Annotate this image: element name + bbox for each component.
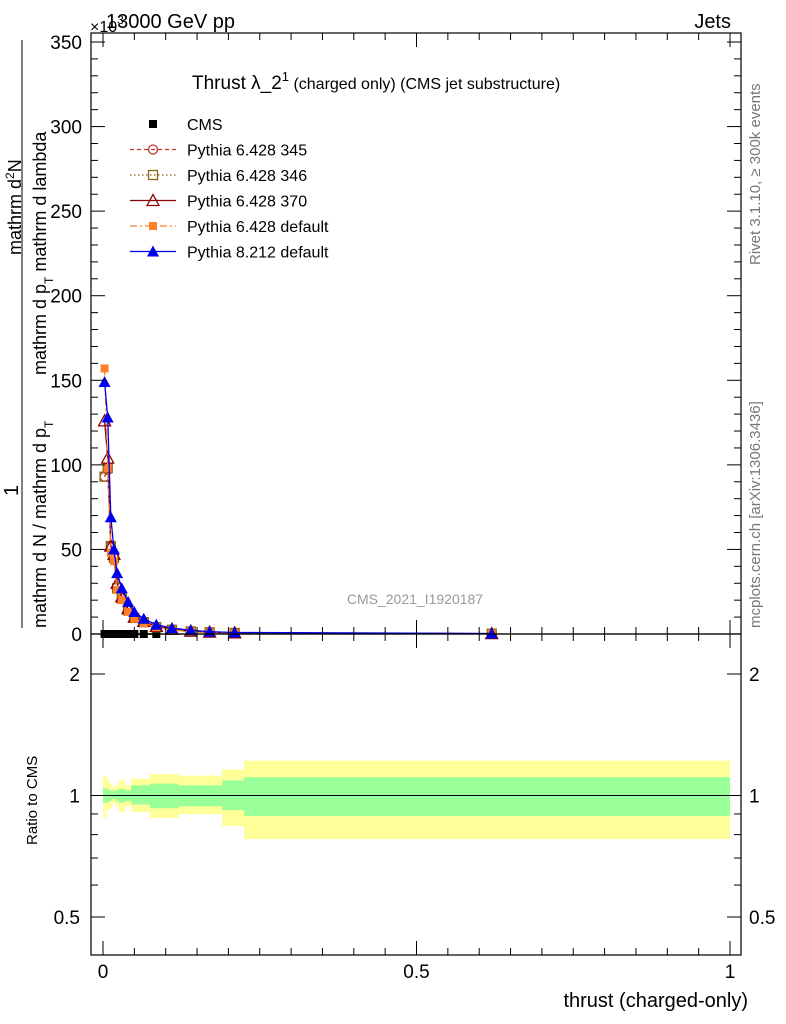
ratio-band-inner-3: [112, 790, 116, 800]
mcplots-label: mcplots.cern.ch [arXiv:1306.3436]: [747, 401, 764, 628]
ylabel-num2-b: mathrm d lambda: [30, 131, 50, 277]
legend-label-p8: Pythia 8.212 default: [187, 245, 329, 262]
main-ytick-label: 350: [50, 33, 82, 54]
main-ytick-label: 250: [50, 202, 82, 223]
ylabel-numerator: mathrm d2N: [3, 159, 25, 255]
plot-title-rest: (charged only) (CMS jet substructure): [289, 76, 560, 93]
energy-label: 13000 GeV pp: [106, 11, 235, 33]
point-pdef-0: [100, 364, 109, 373]
exponent-label: ×103: [90, 13, 124, 36]
main-ytick-label: 100: [50, 456, 82, 477]
main-ytick-label: 150: [50, 371, 82, 392]
ylabel-den-a: mathrm d N / mathrm d p: [30, 428, 50, 628]
process-label: Jets: [694, 11, 731, 33]
ratio-band-inner-8: [140, 785, 151, 805]
main-ytick-label: 200: [50, 287, 82, 308]
analysis-watermark: CMS_2021_I1920187: [347, 591, 483, 607]
ratio-ytick-label-right: 0.5: [749, 908, 775, 929]
ylabel-numerator-2: mathrm d pT mathrm d lambda: [30, 131, 56, 375]
ylabel-num2-sub: T: [42, 276, 56, 284]
point-p8-11: [184, 624, 197, 636]
ylabel-one: 1: [1, 485, 23, 496]
ratio-ytick-label-left: 2: [69, 665, 80, 686]
point-p8-7: [128, 606, 141, 618]
point-p8-14: [485, 627, 498, 639]
x-axis-label: thrust (charged-only): [563, 990, 748, 1012]
legend-marker-p345: [147, 144, 159, 155]
series-p346: [99, 463, 497, 639]
plot-title-main: Thrust λ_2: [192, 73, 282, 94]
point-p8-6: [122, 595, 135, 607]
ratio-ytick-label-right: 2: [749, 665, 760, 686]
series-p345: [99, 464, 497, 639]
legend-marker-p8: [147, 245, 159, 257]
ylabel-denominator: mathrm d N / mathrm d pT: [30, 420, 56, 628]
legend-label-p346: Pythia 6.428 346: [187, 168, 307, 185]
point-p8-10: [165, 622, 178, 634]
ratio-plot-frame: [90, 633, 742, 956]
point-p8-5: [115, 582, 128, 594]
ratio-ytick-label-right: 1: [749, 787, 760, 808]
main-y-axis-label: mathrm d2N mathrm d pT mathrm d lambda 1…: [1, 40, 56, 628]
exponent-base: ×10: [90, 19, 117, 36]
series-p8: [98, 375, 498, 639]
exponent-sup: 3: [117, 13, 124, 27]
legend-marker-p370: [145, 193, 161, 207]
point-pdef-7: [130, 614, 139, 623]
main-ytick-label: 0: [71, 625, 82, 646]
ratio-xtick-label: 0.5: [403, 962, 429, 983]
ratio-band-inner-7: [131, 785, 141, 805]
point-p8-1: [101, 411, 114, 423]
ylabel-num-sup: 2: [3, 172, 17, 179]
plot-title-sup: 1: [282, 69, 289, 84]
ratio-xtick-label: 1: [725, 962, 736, 983]
point-p8-0: [98, 375, 111, 387]
point-pdef-4: [113, 586, 122, 595]
ratio-ytick-label-left: 0.5: [54, 908, 80, 929]
point-p8-13: [228, 626, 241, 638]
plot-title: Thrust λ_21 (charged only) (CMS jet subs…: [192, 69, 560, 94]
series-line-p346: [103, 468, 492, 635]
point-pdef-3: [109, 557, 118, 566]
ratio-ylabel: Ratio to CMS: [24, 756, 41, 845]
ratio-ytick-label-left: 1: [69, 787, 80, 808]
legend-marker-p346: [147, 169, 159, 181]
point-pdef-6: [124, 608, 133, 617]
ylabel-num-a: mathrm d: [5, 179, 25, 255]
point-p8-9: [150, 618, 163, 630]
ratio-band-inner-12: [244, 777, 730, 816]
legend-label-cms: CMS: [187, 117, 223, 134]
main-ytick-label: 50: [61, 540, 82, 561]
ratio-xtick-label: 0: [98, 962, 109, 983]
legend: CMS Pythia 6.428 345 Pythia 6.428 346 Pythi…: [130, 117, 329, 262]
point-pdef-1: [103, 464, 112, 473]
ylabel-den-sub: T: [42, 420, 56, 428]
point-p8-2: [104, 511, 117, 523]
point-p8-4: [111, 567, 124, 579]
ylabel-num2-a: mathrm d p: [30, 284, 50, 375]
legend-label-p345: Pythia 6.428 345: [187, 143, 307, 160]
point-p8-3: [107, 543, 120, 555]
ylabel-num-b: N: [5, 159, 25, 172]
point-p8-8: [137, 612, 150, 624]
series-line-p345: [103, 469, 492, 635]
legend-marker-cms: [149, 120, 157, 128]
ratio-bands: [91, 760, 741, 840]
legend-label-pdef: Pythia 6.428 default: [187, 219, 329, 236]
main-ytick-label: 300: [50, 118, 82, 139]
rivet-label: Rivet 3.1.10, ≥ 300k events: [747, 83, 764, 265]
legend-marker-pdef: [149, 222, 157, 230]
point-pdef-5: [117, 596, 126, 605]
legend-label-p370: Pythia 6.428 370: [187, 194, 307, 211]
axes: 0 50 100 150 200 250 300 350 0 0.5 1 0.5 0.5 1 1 2 2: [50, 33, 775, 983]
